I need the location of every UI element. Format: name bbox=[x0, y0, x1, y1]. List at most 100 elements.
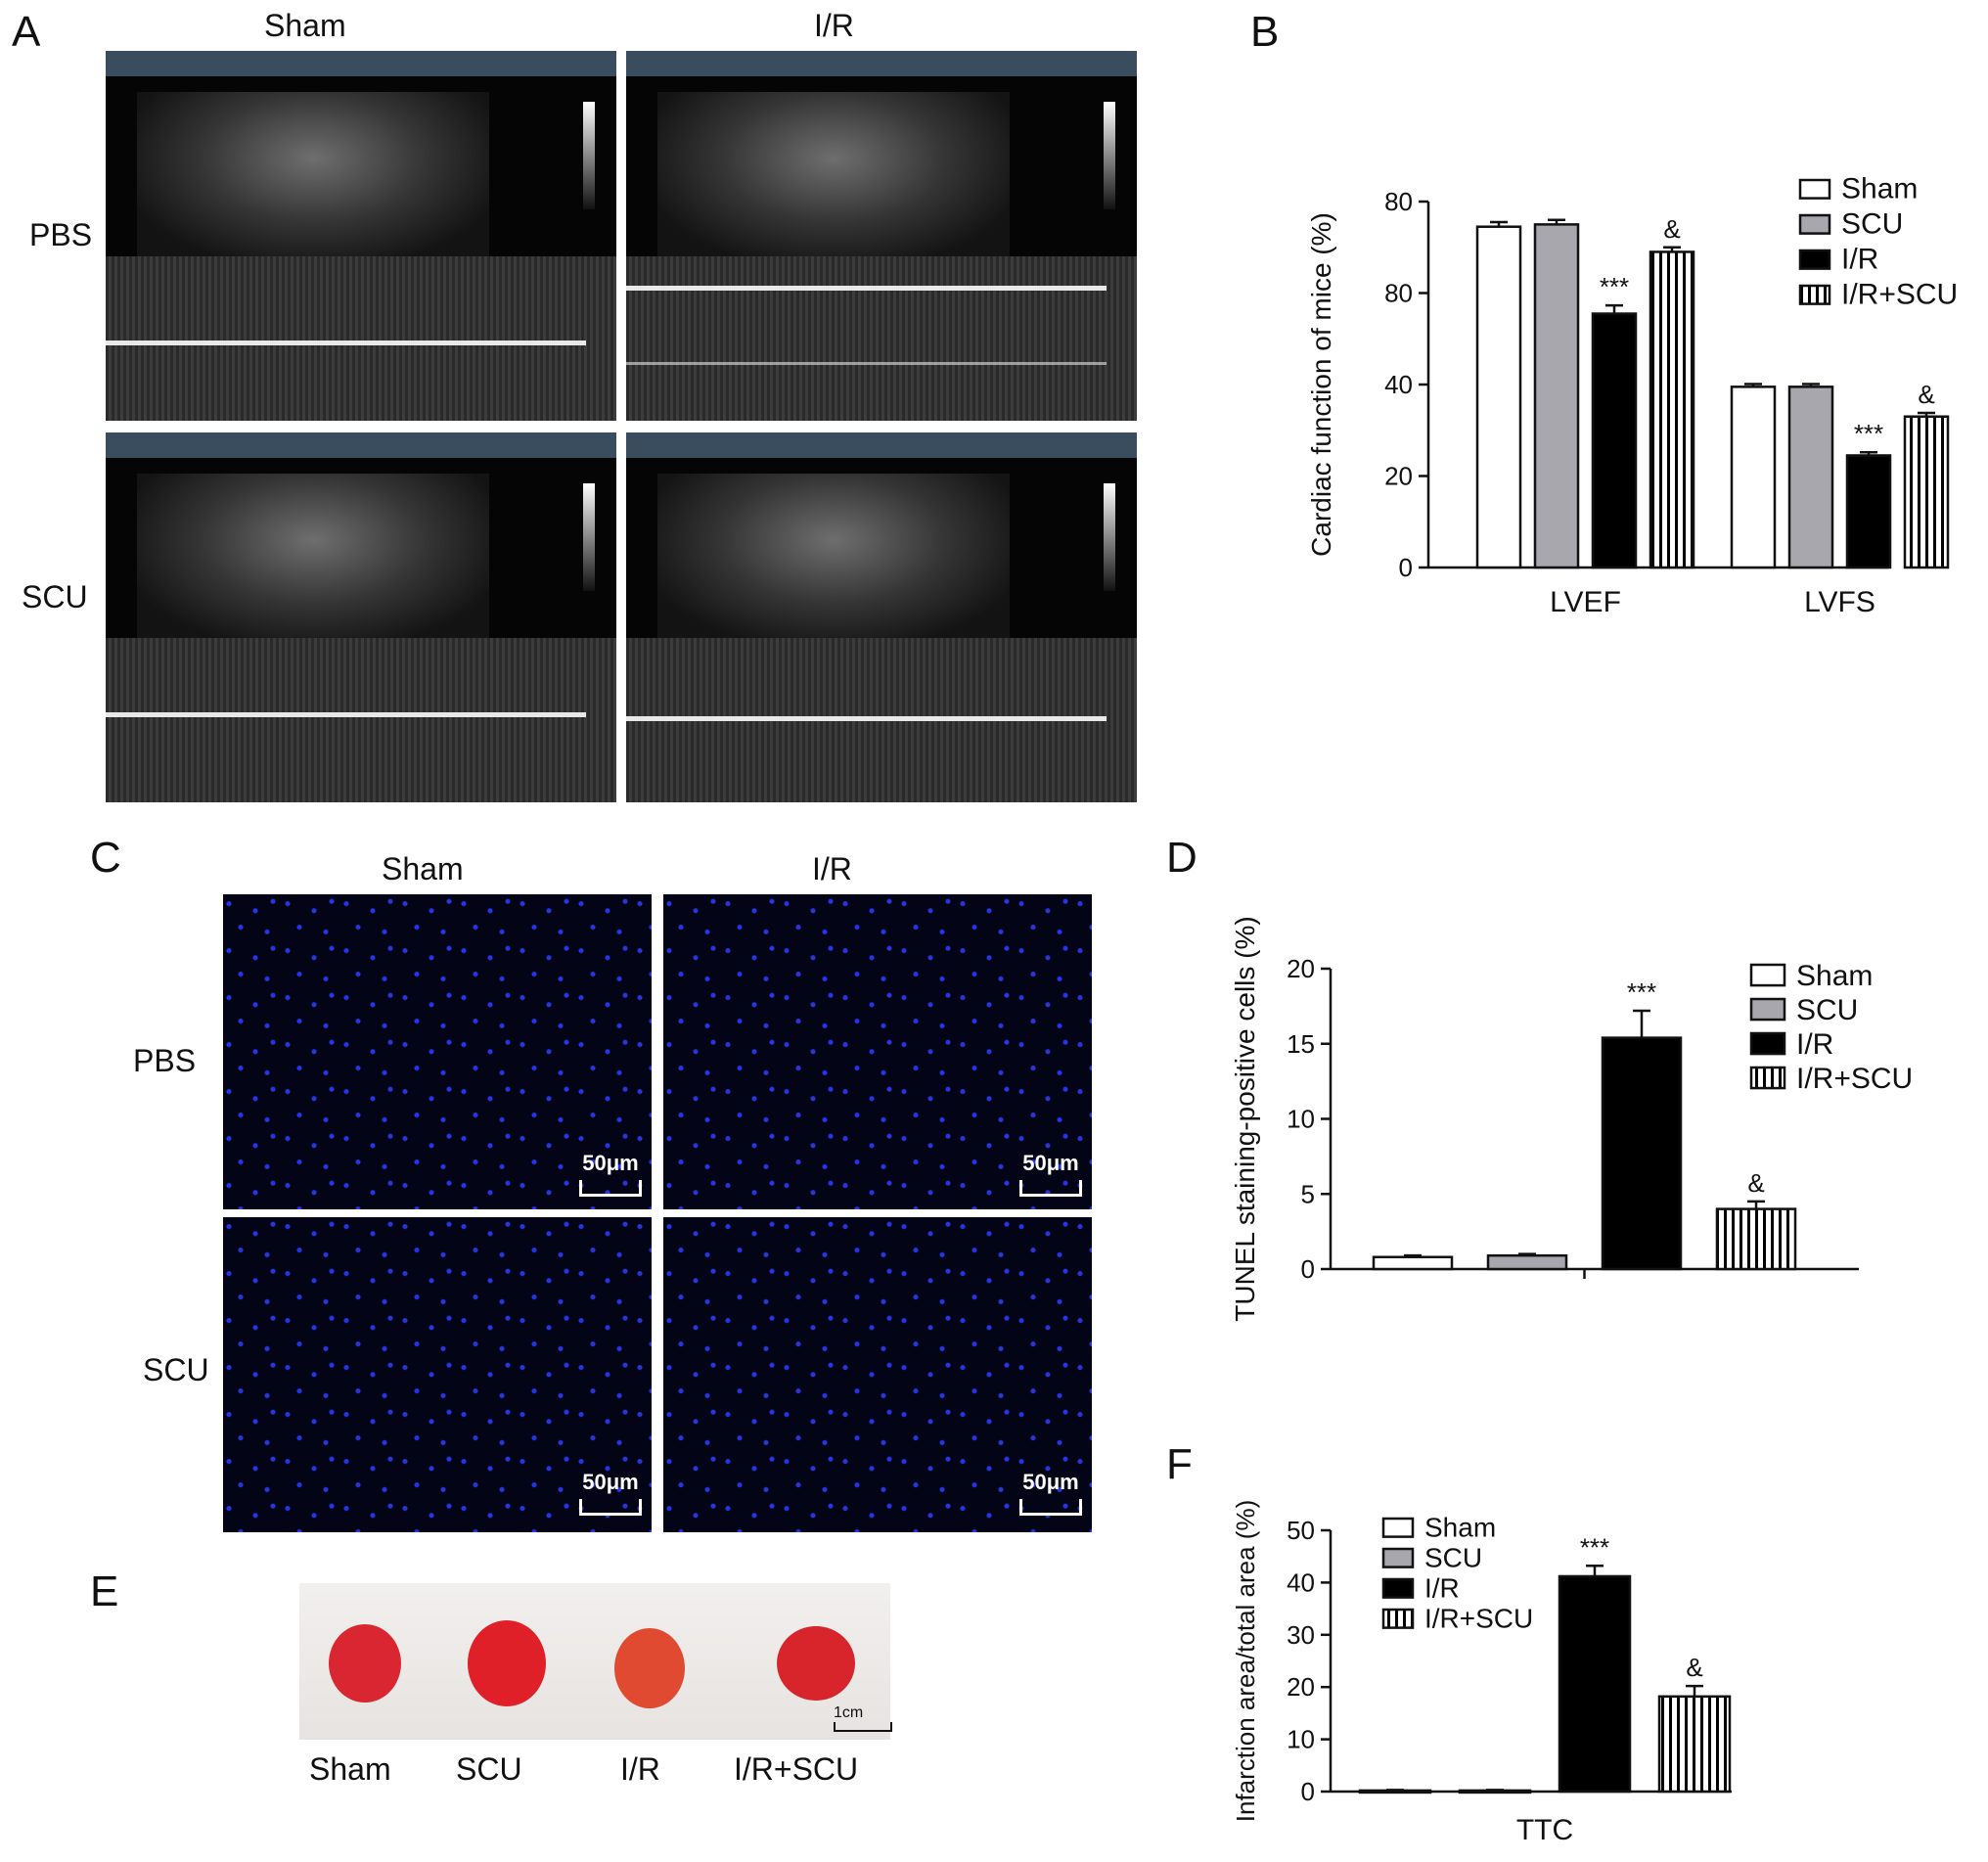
y-axis-label: Cardiac function of mice (%) bbox=[1306, 212, 1336, 557]
panel-letter-b: B bbox=[1250, 8, 1280, 56]
legend-label: I/R+SCU bbox=[1841, 279, 1958, 311]
scale-bar-pbs-sham: 50μm bbox=[579, 1151, 642, 1197]
heart-slice-ir bbox=[614, 1628, 685, 1708]
legend-swatch bbox=[1749, 997, 1786, 1022]
ttc-scale-bar bbox=[834, 1722, 892, 1732]
bar bbox=[1486, 1253, 1568, 1271]
panel-letter-a: A bbox=[12, 8, 41, 56]
legend-label: Sham bbox=[1424, 1513, 1496, 1543]
bar bbox=[1558, 1574, 1632, 1794]
echo-image-pbs-sham bbox=[106, 51, 616, 421]
legend-swatch bbox=[1749, 1066, 1786, 1090]
legend-label: SCU bbox=[1424, 1543, 1482, 1573]
y-tick-label: 40 bbox=[1287, 1567, 1315, 1597]
y-axis-label: TUNEL staining-positive cells (%) bbox=[1230, 916, 1260, 1321]
legend-swatch bbox=[1381, 1517, 1415, 1538]
y-tick-label: 80 bbox=[1384, 187, 1413, 216]
ttc-label-scu: SCU bbox=[456, 1751, 522, 1787]
panel-c-row-label-scu: SCU bbox=[143, 1352, 209, 1387]
y-tick-label: 5 bbox=[1301, 1179, 1315, 1208]
y-tick-label: 20 bbox=[1287, 954, 1315, 983]
legend-label: Sham bbox=[1796, 960, 1873, 992]
legend-label: SCU bbox=[1841, 208, 1903, 241]
y-tick-label: 80 bbox=[1384, 279, 1413, 308]
panel-a-row-label-pbs: PBS bbox=[29, 217, 93, 252]
ttc-label-ir: I/R bbox=[620, 1751, 660, 1787]
scale-bar-pbs-ir: 50μm bbox=[1019, 1151, 1082, 1197]
legend-label: I/R bbox=[1424, 1573, 1460, 1604]
chart-b-cardiac-function: 0 20 40 80 80 Cardiac function of mice (%) ***… bbox=[1306, 173, 1958, 618]
bar bbox=[1730, 386, 1777, 569]
heart-slice-ir-scu bbox=[777, 1626, 855, 1701]
y-tick-label: 20 bbox=[1287, 1672, 1315, 1702]
y-tick-label: 0 bbox=[1301, 1254, 1315, 1284]
significance-label: *** bbox=[1627, 977, 1656, 1007]
significance-label: *** bbox=[1580, 1532, 1609, 1562]
panel-c-col-label-sham: Sham bbox=[382, 851, 464, 886]
bar bbox=[1715, 1207, 1797, 1271]
heart-slice-sham bbox=[329, 1624, 401, 1703]
bar bbox=[1533, 223, 1580, 569]
legend-label: Sham bbox=[1841, 173, 1918, 205]
bar bbox=[1475, 225, 1522, 569]
panel-c-row-label-pbs: PBS bbox=[133, 1043, 197, 1078]
y-tick-label: 0 bbox=[1399, 553, 1413, 582]
legend-swatch bbox=[1381, 1577, 1415, 1599]
significance-label: & bbox=[1686, 1653, 1702, 1682]
significance-label: *** bbox=[1600, 272, 1629, 301]
significance-label: & bbox=[1663, 214, 1680, 244]
panel-c-col-label-ir: I/R bbox=[812, 851, 852, 886]
legend-swatch bbox=[1798, 249, 1831, 270]
panel-a-col-label-ir: I/R bbox=[814, 8, 854, 43]
panel-letter-d: D bbox=[1166, 834, 1197, 882]
y-tick-label: 40 bbox=[1384, 370, 1413, 399]
x-tick-label: LVFS bbox=[1804, 586, 1875, 618]
y-tick-label: 20 bbox=[1384, 462, 1413, 491]
ttc-photo: 1cm bbox=[299, 1583, 892, 1740]
significance-label: & bbox=[1747, 1168, 1764, 1198]
bar bbox=[1591, 312, 1638, 569]
bar bbox=[1649, 250, 1695, 569]
panel-a-col-label-sham: Sham bbox=[264, 8, 346, 43]
y-tick-label: 10 bbox=[1287, 1105, 1315, 1134]
legend-label: I/R bbox=[1796, 1028, 1833, 1061]
tunel-image-scu-ir: 50μm bbox=[663, 1217, 1092, 1532]
legend-label: SCU bbox=[1796, 994, 1858, 1026]
y-tick-label: 50 bbox=[1287, 1516, 1315, 1545]
panel-letter-f: F bbox=[1166, 1440, 1193, 1488]
legend-swatch bbox=[1798, 178, 1831, 200]
tunel-image-pbs-sham: 50μm bbox=[223, 894, 652, 1209]
x-tick-label: LVEF bbox=[1550, 586, 1621, 618]
scale-bar-scu-sham: 50μm bbox=[579, 1470, 642, 1516]
tunel-image-scu-sham: 50μm bbox=[223, 1217, 652, 1532]
legend-label: I/R+SCU bbox=[1796, 1063, 1913, 1095]
bar bbox=[1845, 454, 1892, 569]
bar bbox=[1372, 1255, 1454, 1271]
panel-a-row-label-scu: SCU bbox=[22, 579, 88, 614]
legend-swatch bbox=[1798, 284, 1831, 305]
ttc-label-ir-scu: I/R+SCU bbox=[734, 1751, 859, 1787]
ttc-scale-label: 1cm bbox=[834, 1704, 864, 1721]
legend-swatch bbox=[1381, 1608, 1415, 1629]
echo-image-scu-sham bbox=[106, 432, 616, 802]
legend-swatch bbox=[1749, 1031, 1786, 1056]
echo-image-pbs-ir bbox=[626, 51, 1137, 421]
scale-bar-scu-ir: 50μm bbox=[1019, 1470, 1082, 1516]
chart-f-infarction: 0 10 20 30 40 50 Infarction area/total area (%… bbox=[1231, 1500, 1732, 1846]
bar bbox=[1601, 1036, 1683, 1271]
bar bbox=[1787, 386, 1834, 569]
x-tick-label: TTC bbox=[1516, 1814, 1573, 1846]
legend-swatch bbox=[1749, 963, 1786, 987]
legend-label: I/R+SCU bbox=[1424, 1604, 1533, 1634]
ttc-label-sham: Sham bbox=[309, 1751, 391, 1787]
legend-label: I/R bbox=[1841, 244, 1878, 276]
bar bbox=[1903, 415, 1950, 569]
chart-d-tunel: 0 5 10 15 20 TUNEL staining-positive cells (%… bbox=[1230, 916, 1913, 1321]
bar bbox=[1657, 1695, 1732, 1794]
echo-image-scu-ir bbox=[626, 432, 1137, 802]
heart-slice-scu bbox=[468, 1620, 546, 1706]
panel-letter-c: C bbox=[90, 834, 121, 882]
y-tick-label: 30 bbox=[1287, 1620, 1315, 1650]
significance-label: & bbox=[1918, 380, 1934, 409]
y-tick-label: 0 bbox=[1301, 1777, 1315, 1806]
